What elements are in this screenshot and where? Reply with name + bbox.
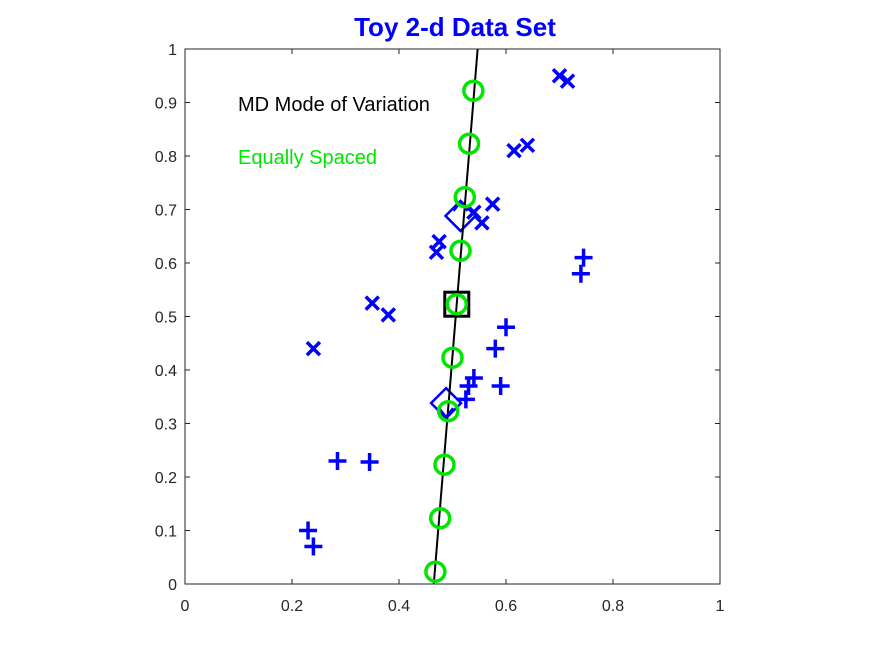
chart-marks <box>299 48 593 585</box>
y-tick-label: 0.7 <box>155 203 177 220</box>
plus-marker <box>304 537 323 556</box>
y-tick-label: 0 <box>168 577 177 594</box>
y-tick-label: 0.8 <box>155 149 177 166</box>
x-marker <box>519 137 536 154</box>
circle-marker <box>453 185 477 209</box>
x-tick-label: 0.6 <box>495 598 517 615</box>
x-marker <box>559 73 576 89</box>
x-marker <box>380 307 397 323</box>
plus-marker <box>360 453 379 472</box>
x-marker <box>551 68 568 84</box>
x-marker <box>364 295 380 311</box>
plus-marker <box>574 248 593 267</box>
x-marker <box>466 204 482 220</box>
x-tick-label: 0.2 <box>281 598 303 615</box>
y-tick-label: 0.3 <box>155 417 177 434</box>
md-direction-line <box>432 48 479 585</box>
y-tick-label: 0.1 <box>155 524 177 541</box>
plus-marker <box>486 339 505 358</box>
x-tick-label: 0.8 <box>602 598 624 615</box>
axis-ticks: 0 0.2 0.4 0.6 0.8 1 0 0.1 0.2 0.3 0.4 0.5 0.6 0.7 0.8 0… <box>155 42 725 615</box>
x-tick-label: 1 <box>716 598 725 615</box>
x-marker <box>506 142 522 159</box>
y-tick-label: 0.5 <box>155 310 177 327</box>
circle-marker <box>462 79 485 102</box>
plus-marker <box>299 521 318 540</box>
circle-marker <box>424 560 447 583</box>
plus-marker <box>571 264 590 283</box>
circle-marker <box>457 132 481 155</box>
plus-marker <box>456 390 475 409</box>
y-tick-label: 0.2 <box>155 470 177 487</box>
axes-box <box>184 48 721 585</box>
y-tick-label: 1 <box>168 42 177 59</box>
y-tick-label: 0.9 <box>155 96 177 113</box>
circle-marker <box>436 399 460 423</box>
circle-marker <box>433 453 456 476</box>
circle-marker <box>428 506 452 530</box>
plus-marker <box>464 369 483 388</box>
circle-marker <box>445 292 469 316</box>
plus-marker <box>491 377 510 396</box>
legend-equally-spaced: Equally Spaced <box>238 147 377 169</box>
chart-title: Toy 2-d Data Set <box>354 12 556 42</box>
circle-marker <box>449 239 472 262</box>
y-tick-label: 0.4 <box>155 363 177 380</box>
arrow-head-marker <box>438 407 455 420</box>
y-tick-label: 0.6 <box>155 256 177 273</box>
x-tick-label: 0.4 <box>388 598 410 615</box>
plus-marker <box>328 451 347 470</box>
plus-marker <box>497 318 515 337</box>
legend-md-mode: MD Mode of Variation <box>238 94 430 116</box>
x-marker <box>305 340 322 357</box>
x-marker <box>484 196 501 212</box>
x-marker <box>431 233 447 250</box>
x-marker <box>428 244 445 261</box>
x-marker <box>474 215 490 231</box>
circle-marker <box>441 346 464 369</box>
x-tick-label: 0 <box>181 598 190 615</box>
